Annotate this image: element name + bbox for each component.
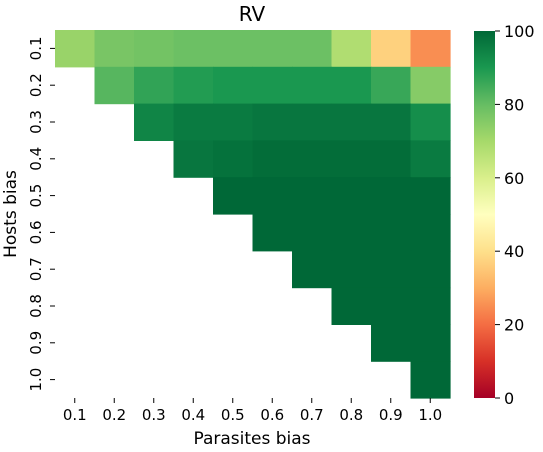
heatmap-cell	[371, 287, 412, 325]
heatmap-cell	[331, 30, 372, 68]
heatmap-cell	[410, 66, 451, 105]
colorbar-tick-label: 100	[504, 22, 535, 41]
heatmap-cell	[410, 30, 451, 68]
y-tick-label: 1.0	[27, 368, 45, 392]
heatmap-cell	[173, 140, 214, 178]
heatmap-cell	[213, 30, 254, 68]
colorbar-tick-label: 80	[504, 95, 524, 114]
heatmap-cell	[252, 30, 293, 68]
heatmap-cell	[371, 177, 412, 215]
colorbar-tick-label: 20	[504, 316, 524, 335]
y-tick-label: 0.4	[27, 147, 45, 171]
heatmap-cell	[371, 103, 412, 141]
y-tick-label: 0.1	[27, 36, 45, 60]
x-axis-ticks: 0.1 0.2 0.3 0.4 0.5 0.6 0.7 0.8 0.9 1.0	[63, 398, 442, 424]
colorbar-tick-label: 60	[504, 169, 524, 188]
heatmap-cell	[371, 140, 412, 178]
heatmap-cell	[292, 103, 333, 141]
x-tick-label: 0.2	[102, 406, 126, 424]
heatmap-cell	[252, 103, 293, 141]
heatmap-cell	[410, 214, 451, 252]
x-tick-label: 1.0	[418, 406, 442, 424]
colorbar-tick-label: 40	[504, 242, 524, 261]
heatmap-cell	[331, 66, 372, 105]
heatmap-cell	[410, 177, 451, 215]
chart-title: RV	[239, 2, 266, 26]
heatmap-cell	[331, 103, 372, 141]
heatmap-cell	[252, 66, 293, 105]
heatmap-cell	[371, 66, 412, 105]
x-axis-label: Parasites bias	[193, 429, 310, 448]
heatmap-cell	[213, 103, 254, 141]
heatmap-cells	[55, 30, 451, 399]
heatmap-cell	[371, 214, 412, 252]
y-tick-label: 0.7	[27, 257, 45, 281]
x-tick-label: 0.6	[260, 406, 284, 424]
heatmap-cell	[173, 103, 214, 141]
heatmap-cell	[371, 30, 412, 68]
colorbar	[474, 31, 495, 398]
x-tick-label: 0.9	[379, 406, 403, 424]
heatmap-cell	[292, 250, 333, 289]
colorbar-ticks: 0 20 40 60 80 100	[495, 22, 535, 408]
y-axis-ticks: 0.1 0.2 0.3 0.4 0.5 0.6 0.7 0.8 0.9 1.0	[27, 36, 55, 392]
heatmap-cell	[371, 324, 412, 362]
heatmap-cell	[252, 214, 293, 252]
heatmap-cell	[331, 140, 372, 178]
heatmap-cell	[252, 177, 293, 215]
heatmap-cell	[331, 250, 372, 289]
heatmap-cell	[213, 66, 254, 105]
heatmap-cell	[331, 287, 372, 325]
y-tick-label: 0.9	[27, 331, 45, 355]
y-tick-label: 0.8	[27, 294, 45, 318]
y-axis-label: Hosts bias	[1, 170, 21, 258]
x-tick-label: 0.5	[221, 406, 245, 424]
y-tick-label: 0.5	[27, 184, 45, 208]
heatmap-cell	[331, 214, 372, 252]
heatmap-cell	[292, 140, 333, 178]
heatmap-cell	[252, 140, 293, 178]
heatmap-cell	[134, 66, 175, 105]
heatmap-cell	[94, 30, 135, 68]
heatmap-cell	[173, 66, 214, 105]
heatmap-cell	[292, 66, 333, 105]
heatmap-cell	[134, 30, 175, 68]
heatmap-cell	[371, 250, 412, 289]
heatmap-cell	[292, 214, 333, 252]
heatmap-cell	[410, 361, 451, 399]
colorbar-tick-label: 0	[504, 389, 514, 408]
y-tick-label: 0.3	[27, 110, 45, 134]
heatmap-cell	[331, 177, 372, 215]
x-tick-label: 0.8	[339, 406, 363, 424]
heatmap-cell	[410, 324, 451, 362]
heatmap-cell	[410, 250, 451, 289]
y-tick-label: 0.6	[27, 220, 45, 244]
heatmap-cell	[134, 103, 175, 141]
heatmap-cell	[213, 140, 254, 178]
heatmap-cell	[292, 30, 333, 68]
heatmap-cell	[55, 30, 96, 68]
heatmap-cell	[410, 287, 451, 325]
x-tick-label: 0.7	[300, 406, 324, 424]
heatmap-cell	[173, 30, 214, 68]
heatmap-cell	[292, 177, 333, 215]
x-tick-label: 0.3	[142, 406, 166, 424]
heatmap-cell	[94, 66, 135, 105]
heatmap-cell	[410, 103, 451, 141]
heatmap-cell	[410, 140, 451, 178]
y-tick-label: 0.2	[27, 73, 45, 97]
x-tick-label: 0.1	[63, 406, 87, 424]
heatmap-cell	[213, 177, 254, 215]
x-tick-label: 0.4	[181, 406, 205, 424]
